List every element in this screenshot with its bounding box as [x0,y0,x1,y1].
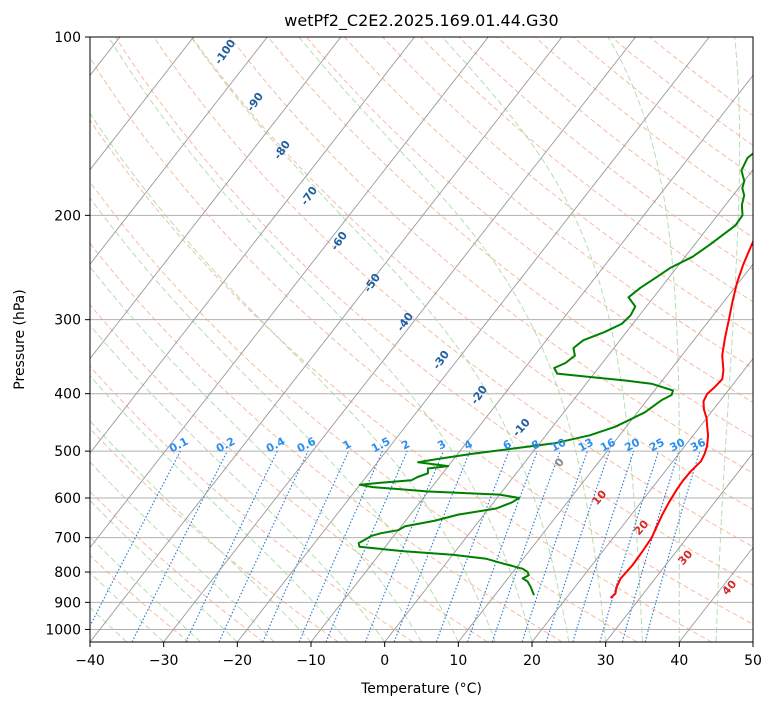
dry-adiabat-line [115,37,753,586]
y-tick-label: 300 [54,313,81,329]
moist-adiabat-line [90,266,422,642]
dry-adiabat-line [344,37,753,369]
isotherm-line [752,641,753,642]
isotherm-line [384,169,753,642]
mixing-ratio-lines [90,450,701,642]
isotherm-line [90,37,563,642]
isotherm-line [457,263,753,642]
moist-adiabat-line [441,37,643,642]
mixing-ratio-label: 25 [647,436,667,455]
moist-adiabats [90,37,753,642]
x-tick-label: −10 [296,653,326,669]
mixing-ratio-line [393,450,471,642]
dry-adiabat-line [458,37,753,270]
y-axis-title: Pressure (hPa) [12,289,28,389]
y-tick-label: 900 [54,595,81,611]
x-tick-label: 0 [380,653,389,669]
isotherm-line [90,37,342,360]
moist-adiabat-line [715,37,741,642]
mixing-ratio-line [466,450,538,642]
moist-adiabat-line [90,499,238,642]
x-tick-label: 40 [670,653,688,669]
grid-layer [90,37,753,630]
x-tick-label: 10 [449,653,467,669]
moist-adiabat-line [90,324,386,642]
dry-adiabat-line [90,365,414,642]
isotherm-lines [90,37,753,642]
dry-adiabat-line [305,37,753,404]
mixing-ratio-line [218,450,309,642]
isotherm-line [90,37,489,549]
moist-adiabat-line [90,112,496,642]
y-tick-label: 100 [54,30,81,46]
dry-adiabat-line [267,37,753,438]
mixing-ratio-line [90,450,181,628]
moist-adiabat-line [190,37,570,642]
x-tick-label: −40 [75,653,105,669]
series-layer [357,152,753,599]
mixing-ratio-label: 16 [598,436,618,455]
mixing-ratio-line [491,450,561,642]
y-tick-label: 700 [54,531,81,547]
y-tick-label: 1000 [45,622,81,638]
moist-adiabat-line [90,461,275,642]
x-tick-label: 50 [744,653,762,669]
isotherm-line [236,37,710,642]
isotherm-line [163,37,636,642]
moist-adiabat-line [90,375,349,642]
y-tick-label: 800 [54,565,81,581]
dry-adiabat-line [153,37,753,548]
dry-adiabat-line [90,56,753,625]
isotherm-line [605,452,753,642]
y-tick-label: 600 [54,491,81,507]
x-tick-label: 20 [523,653,541,669]
axis-ticks: −40 −30 −20 −10 0 10 20 30 40 50 100 200 300 400 500 60… [45,30,762,669]
dewpoint-line [357,152,753,596]
mixing-ratio-label: 20 [622,436,642,455]
dry-adiabat-line [534,37,753,207]
moist-adiabat-line [90,197,459,642]
x-tick-label: 30 [597,653,615,669]
mixing-ratio-line [621,450,680,642]
isotherm-line [310,74,753,642]
y-tick-label: 200 [54,208,81,224]
dry-adiabat-line [191,37,753,511]
mixing-ratio-line [325,450,408,642]
mixing-ratio-line [521,450,589,642]
moist-adiabat-line [752,633,753,642]
isotherm-line [90,37,415,454]
mixing-ratio-label: 36 [688,436,708,455]
y-tick-label: 500 [54,444,81,460]
isotherm-line [90,37,194,171]
plot-frame [89,36,754,643]
y-tick-label: 400 [54,387,81,403]
mixing-ratio-label: 13 [576,436,596,455]
x-axis-title: Temperature (°C) [360,681,482,697]
temperature-line [609,239,753,599]
mixing-ratio-line [185,450,278,642]
dry-adiabat-line [382,37,753,336]
moist-adiabat-line [607,37,680,642]
isotherm-line [531,357,753,642]
mixing-ratio-label: 10 [549,436,569,455]
mixing-ratio-line [364,450,444,642]
mixing-ratio-label: 30 [668,436,688,455]
mixing-ratio-line [131,450,228,642]
dry-adiabat-line [90,427,339,642]
moist-adiabat-line [298,37,607,642]
x-tick-label: −20 [223,653,253,669]
mixing-ratio-line [644,450,701,642]
isotherm-line [90,37,268,265]
moist-adiabat-line [90,536,201,642]
chart-title: wetPf2_C2E2.2025.169.01.44.G30 [284,11,558,31]
moist-adiabat-line [108,37,533,642]
mixing-ratio-line [435,450,510,642]
dry-adiabat-line [573,37,753,177]
x-tick-label: −30 [149,653,179,669]
